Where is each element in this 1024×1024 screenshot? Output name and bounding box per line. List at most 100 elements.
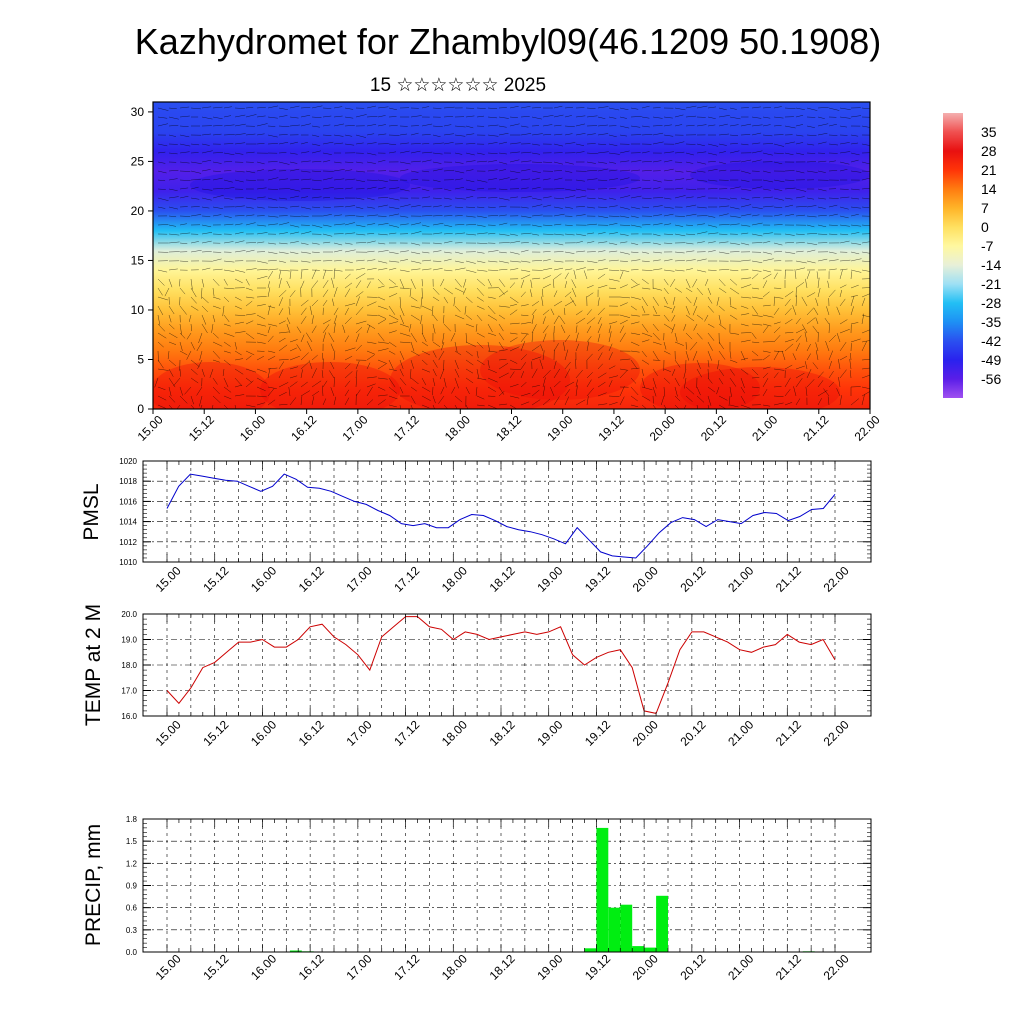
colorbar-label: 14 xyxy=(981,181,997,197)
precip-grid xyxy=(143,818,871,953)
precip-axes: 0.0 0.3 0.6 0.9 1.2 1.5 1.8 15.00 15.12 16.00 16.1… xyxy=(126,815,871,983)
y-tick-label: 19.0 xyxy=(121,636,137,645)
colorbar-labels: 35 28 21 14 7 0 -7 -14 -21 -28 -35 -42 -49 -56 xyxy=(981,124,1001,387)
x-tick-label: 21.00 xyxy=(725,717,756,748)
heatmap-y-tick-label: 30 xyxy=(131,105,145,119)
heatmap-x-tick-label: 18.00 xyxy=(442,412,473,443)
x-tick-label: 20.12 xyxy=(677,951,708,982)
heatmap-x-tick-label: 15.00 xyxy=(135,412,166,443)
x-tick-label: 21.12 xyxy=(773,563,804,594)
x-tick-label: 19.00 xyxy=(534,717,565,748)
y-tick-label: 1016 xyxy=(119,497,137,506)
x-tick-label: 18.12 xyxy=(487,951,518,982)
heatmap-x-tick-label: 18.12 xyxy=(493,412,524,443)
y-tick-label: 1.2 xyxy=(126,859,138,868)
x-tick-label: 21.00 xyxy=(725,951,756,982)
pmsl-panel: 1010 1012 1014 1016 1018 1020 15.00 15.12 16.00 1… xyxy=(80,457,872,595)
y-tick-label: 1012 xyxy=(119,538,137,547)
chart-title: Kazhydromet for Zhambyl09(46.1209 50.190… xyxy=(135,21,881,62)
warm-region xyxy=(153,362,270,409)
temp-axes: 16.0 17.0 18.0 19.0 20.0 15.00 15.12 16.00 16.12… xyxy=(121,610,871,749)
colorbar-label: -56 xyxy=(981,371,1001,387)
x-tick-label: 17.00 xyxy=(343,717,374,748)
heatmap-y-tick-label: 0 xyxy=(137,402,144,416)
x-tick-label: 18.00 xyxy=(439,563,470,594)
temp-series-line xyxy=(166,616,836,714)
x-tick-label: 15.00 xyxy=(153,563,184,594)
x-tick-label: 16.12 xyxy=(296,563,327,594)
heatmap-x-tick-label: 16.00 xyxy=(237,412,268,443)
heatmap-x-tick-label: 17.12 xyxy=(391,412,422,443)
y-tick-label: 1010 xyxy=(119,558,137,567)
x-tick-label: 19.00 xyxy=(534,951,565,982)
heatmap-x-tick-label: 20.00 xyxy=(647,412,678,443)
x-tick-label: 18.00 xyxy=(439,951,470,982)
warm-region xyxy=(480,340,640,400)
colorbar-label: -35 xyxy=(981,314,1001,330)
y-tick-label: 0.6 xyxy=(126,904,138,913)
x-tick-label: 21.12 xyxy=(773,951,804,982)
x-tick-label: 19.12 xyxy=(582,951,613,982)
precip-bar xyxy=(608,907,621,952)
warm-region xyxy=(260,362,400,409)
heatmap-x-tick-label: 17.00 xyxy=(339,412,370,443)
heatmap-y-tick-label: 25 xyxy=(131,154,145,168)
precip-bar xyxy=(596,827,609,952)
x-tick-label: 17.12 xyxy=(391,717,422,748)
x-tick-label: 16.00 xyxy=(248,717,279,748)
precip-ylabel: PRECIP, mm xyxy=(82,824,105,946)
x-tick-label: 17.12 xyxy=(391,563,422,594)
heatmap-y-tick-label: 15 xyxy=(131,253,145,267)
x-tick-label: 20.00 xyxy=(630,951,661,982)
y-tick-label: 18.0 xyxy=(121,661,137,670)
colorbar-label: 35 xyxy=(981,124,997,140)
heatmap-x-axis: 15.00 15.12 16.00 16.12 17.00 17.12 18.00 18.12… xyxy=(135,409,883,444)
x-tick-label: 15.12 xyxy=(200,563,231,594)
heatmap-x-tick-label: 20.12 xyxy=(698,412,729,443)
x-tick-label: 20.00 xyxy=(630,563,661,594)
precip-bar xyxy=(644,947,656,952)
x-tick-label: 20.12 xyxy=(677,563,708,594)
x-tick-label: 16.00 xyxy=(248,563,279,594)
y-tick-label: 1.8 xyxy=(126,815,138,824)
temp-ylabel: TEMP at 2 M xyxy=(82,604,105,726)
precip-bars xyxy=(289,827,815,952)
pmsl-ylabel: PMSL xyxy=(80,483,103,540)
precip-bar xyxy=(289,950,302,952)
y-tick-label: 0.9 xyxy=(126,882,138,891)
temp-grid xyxy=(143,613,871,717)
cold-region xyxy=(190,169,410,201)
y-tick-label: 0.0 xyxy=(126,948,138,957)
pmsl-axes: 1010 1012 1014 1016 1018 1020 15.00 15.12 16.00 1… xyxy=(119,457,871,595)
heatmap-x-tick-label: 22.00 xyxy=(852,412,883,443)
x-tick-label: 15.00 xyxy=(153,951,184,982)
x-tick-label: 21.12 xyxy=(773,717,804,748)
heatmap-y-tick-label: 20 xyxy=(131,204,145,218)
wind-vector-overlay xyxy=(154,105,870,409)
y-tick-label: 1014 xyxy=(119,518,137,527)
colorbar-label: 7 xyxy=(981,200,989,216)
heatmap-x-tick-label: 19.00 xyxy=(544,412,575,443)
temperature-heatmap-panel: 0 5 10 15 20 25 30 15.00 15.12 16.00 16.12 17.00 17… xyxy=(131,101,883,444)
colorbar-label: -28 xyxy=(981,295,1001,311)
x-tick-label: 19.00 xyxy=(534,563,565,594)
colorbar-label: 28 xyxy=(981,143,997,159)
colorbar-label: -49 xyxy=(981,352,1001,368)
x-tick-label: 20.12 xyxy=(677,717,708,748)
precip-bar xyxy=(584,948,597,952)
pmsl-grid xyxy=(143,460,871,563)
colorbar-label: -21 xyxy=(981,276,1001,292)
precip-bar xyxy=(632,946,645,952)
heatmap-y-tick-label: 10 xyxy=(131,303,145,317)
x-tick-label: 21.00 xyxy=(725,563,756,594)
x-tick-label: 16.00 xyxy=(248,951,279,982)
y-tick-label: 20.0 xyxy=(121,610,137,619)
x-tick-label: 16.12 xyxy=(296,951,327,982)
colorbar-strip xyxy=(943,113,963,398)
cold-region xyxy=(400,164,640,192)
warm-region xyxy=(390,345,570,409)
x-tick-label: 17.00 xyxy=(343,951,374,982)
x-tick-label: 16.12 xyxy=(296,717,327,748)
pmsl-series-line xyxy=(166,473,836,559)
